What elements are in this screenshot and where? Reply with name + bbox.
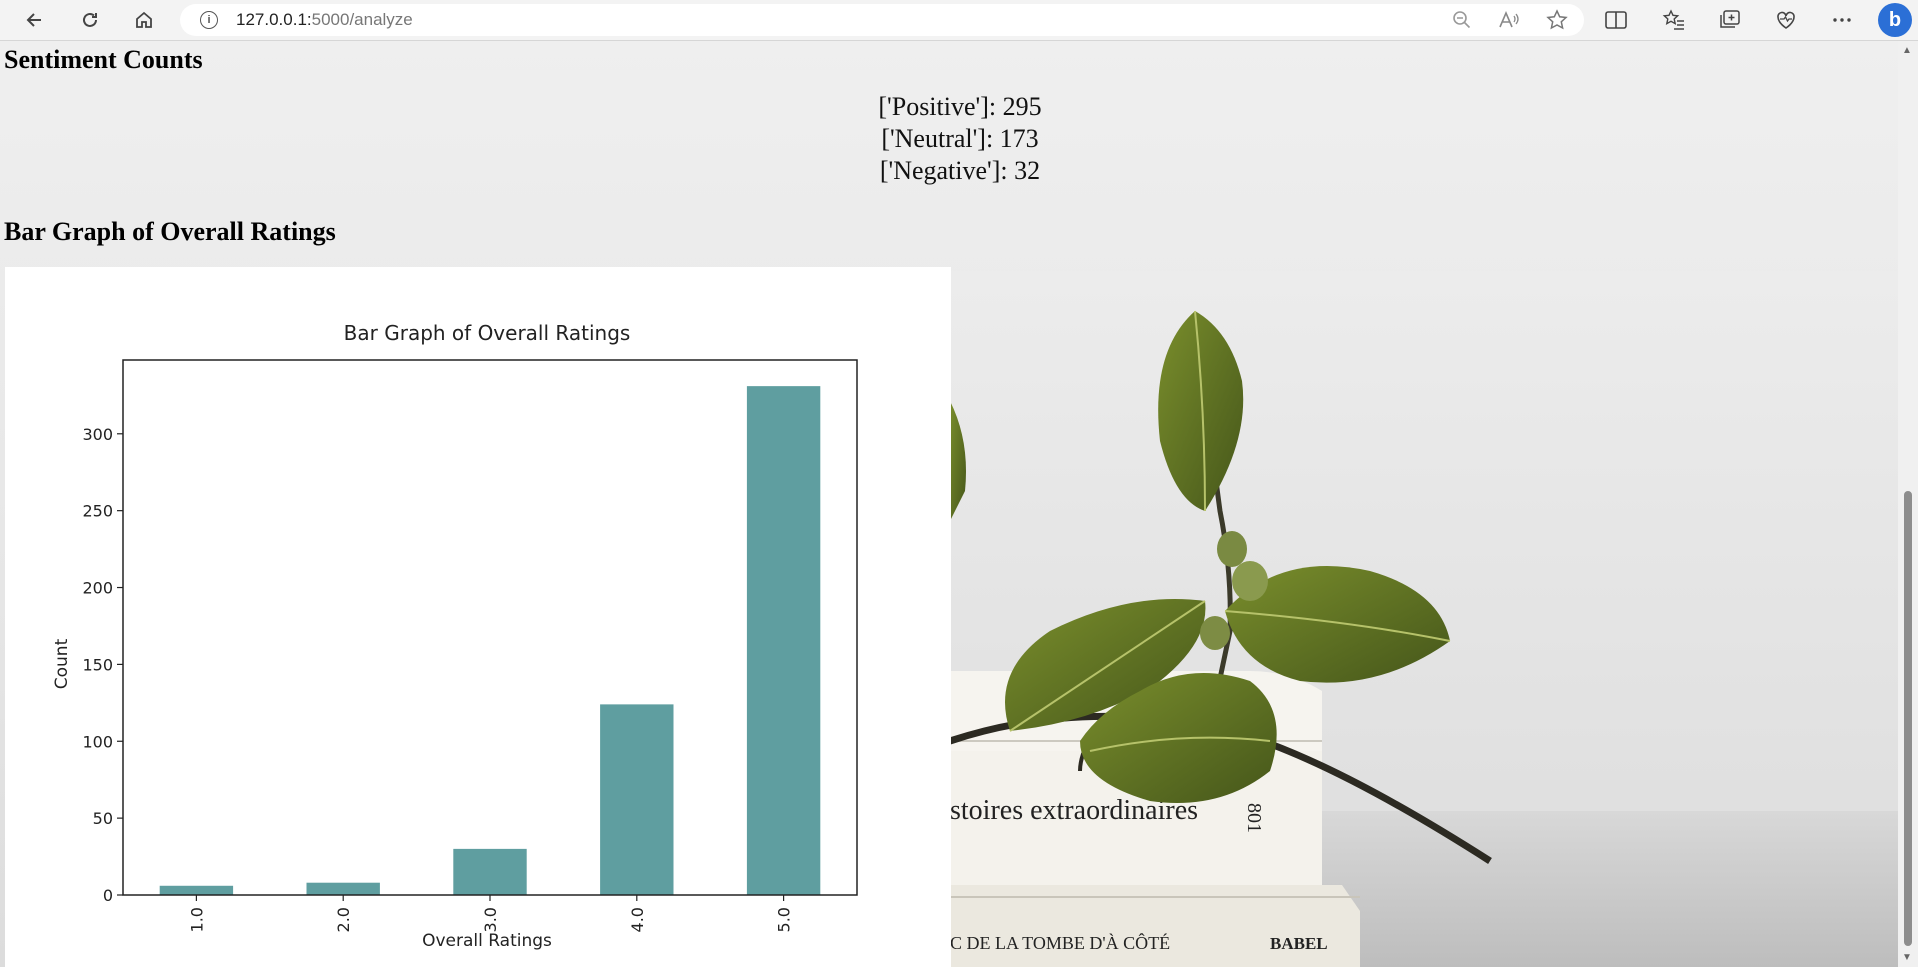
- negative-count: ['Negative']: 32: [879, 156, 1041, 185]
- zoom-out-icon[interactable]: [1452, 4, 1472, 36]
- bar-5.0: [746, 386, 821, 895]
- back-arrow-icon[interactable]: [14, 2, 54, 38]
- sentiment-counts-heading: Sentiment Counts: [4, 45, 203, 74]
- read-aloud-icon[interactable]: [1498, 4, 1520, 36]
- svg-text:BABEL: BABEL: [1270, 934, 1328, 953]
- y-tick-label: 100: [82, 732, 113, 751]
- bar-chart: Bar Graph of Overall Ratings Overall Rat…: [52, 321, 858, 951]
- bar-4.0: [600, 704, 674, 895]
- scroll-down-icon[interactable]: ▼: [1902, 952, 1912, 963]
- info-icon[interactable]: i: [200, 11, 218, 29]
- favorites-icon[interactable]: [1662, 2, 1686, 38]
- browser-essentials-icon[interactable]: [1774, 2, 1798, 38]
- refresh-icon[interactable]: [70, 2, 110, 38]
- y-tick-label: 300: [82, 425, 113, 444]
- favorite-star-icon[interactable]: [1546, 4, 1568, 36]
- y-tick-label: 150: [82, 655, 113, 674]
- collections-icon[interactable]: [1718, 2, 1742, 38]
- y-axis: 0 50 100 150 200 250 300: [82, 425, 123, 905]
- home-icon[interactable]: [124, 2, 164, 38]
- page-content: stoires extraordinaires 801 C DE LA TOMB…: [0, 41, 1898, 967]
- y-tick-label: 250: [82, 502, 113, 521]
- background-photo: stoires extraordinaires 801 C DE LA TOMB…: [950, 271, 1898, 967]
- x-tick-label: 5.0: [775, 907, 794, 932]
- bar-graph-heading: Bar Graph of Overall Ratings: [4, 217, 336, 246]
- bar-3.0: [453, 848, 527, 895]
- address-bar[interactable]: i 127.0.0.1: 5000/analyze: [180, 4, 1584, 36]
- x-axis-label: Overall Ratings: [422, 931, 552, 951]
- browser-toolbar: i 127.0.0.1: 5000/analyze b: [0, 0, 1918, 41]
- url-path: 5000/analyze: [311, 10, 413, 29]
- x-tick-label: 1.0: [187, 907, 206, 932]
- chart-title: Bar Graph of Overall Ratings: [344, 321, 631, 345]
- sentiment-counts-list: ['Positive']: 295 ['Neutral']: 173 ['Neg…: [0, 91, 1898, 187]
- vertical-scrollbar[interactable]: ▲ ▼: [1898, 41, 1918, 967]
- bars-group: [159, 386, 821, 895]
- split-screen-icon[interactable]: [1604, 2, 1628, 38]
- x-tick-label: 3.0: [481, 907, 500, 932]
- svg-text:C DE LA TOMBE D'À CÔTÉ: C DE LA TOMBE D'À CÔTÉ: [950, 932, 1170, 953]
- x-tick-label: 4.0: [628, 907, 647, 932]
- plot-frame: [122, 359, 858, 896]
- y-tick-label: 50: [93, 809, 113, 828]
- chart-image: Bar Graph of Overall Ratings Overall Rat…: [5, 267, 951, 967]
- y-axis-label: Count: [52, 638, 72, 689]
- bing-copilot-icon[interactable]: b: [1878, 3, 1912, 37]
- x-axis: 1.0 2.0 3.0 4.0 5.0: [187, 895, 794, 932]
- scroll-thumb[interactable]: [1904, 491, 1912, 946]
- y-tick-label: 200: [82, 579, 113, 598]
- svg-text:801: 801: [1243, 803, 1265, 833]
- more-icon[interactable]: [1830, 2, 1854, 38]
- bar-2.0: [306, 882, 380, 895]
- scroll-up-icon[interactable]: ▲: [1902, 45, 1912, 56]
- positive-count: ['Positive']: 295: [878, 92, 1042, 121]
- url-host: 127.0.0.1:: [236, 10, 312, 29]
- bar-1.0: [159, 885, 234, 895]
- x-tick-label: 2.0: [334, 907, 353, 932]
- neutral-count: ['Neutral']: 173: [881, 124, 1039, 153]
- y-tick-label: 0: [103, 886, 113, 905]
